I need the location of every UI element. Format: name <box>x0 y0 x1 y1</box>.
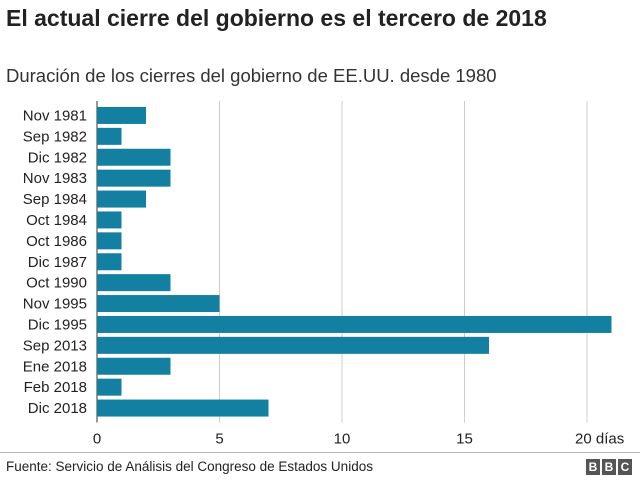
bar-chart: Nov 1981 Sep 1982 Dic 1982 Nov 1983 Sep 1984… <box>23 101 624 448</box>
x-tick-label: 0 <box>93 431 101 448</box>
chart-subtitle: Duración de los cierres del gobierno de … <box>6 65 497 86</box>
bbc-logo-letter: B <box>602 459 616 475</box>
x-tick-label: 5 <box>215 431 223 448</box>
chart-title: El actual cierre del gobierno es el terc… <box>6 5 547 31</box>
bbc-logo-letter: B <box>586 459 600 475</box>
x-tick-label: 20 días <box>575 431 624 448</box>
bar <box>97 315 612 333</box>
category-label: Oct 1984 <box>26 212 87 229</box>
bar <box>97 190 146 208</box>
bar <box>97 232 122 250</box>
category-label: Dic 2018 <box>28 400 87 417</box>
category-label: Dic 1982 <box>28 149 87 166</box>
category-label: Feb 2018 <box>24 379 87 396</box>
x-tick-label: 15 <box>456 431 473 448</box>
bar <box>97 106 146 124</box>
source-note: Fuente: Servicio de Análisis del Congres… <box>6 459 373 474</box>
category-label: Dic 1987 <box>28 254 87 271</box>
footer-divider <box>0 452 640 453</box>
bar <box>97 336 489 354</box>
bar <box>97 148 171 166</box>
category-label: Ene 2018 <box>23 358 87 375</box>
category-label: Sep 1982 <box>23 128 87 145</box>
category-label: Nov 1983 <box>23 170 87 187</box>
bar <box>97 127 122 145</box>
category-label: Nov 1995 <box>23 296 87 313</box>
bar <box>97 274 171 292</box>
bar <box>97 211 122 229</box>
bar <box>97 378 122 396</box>
bar <box>97 357 171 375</box>
category-labels: Nov 1981 Sep 1982 Dic 1982 Nov 1983 Sep 1984… <box>23 107 87 417</box>
x-tick-label: 10 <box>334 431 351 448</box>
category-label: Oct 1986 <box>26 233 87 250</box>
bbc-logo: B B C <box>586 459 632 475</box>
bbc-logo-letter: C <box>618 459 632 475</box>
category-label: Sep 1984 <box>23 191 87 208</box>
bar <box>97 295 220 313</box>
category-label: Nov 1981 <box>23 107 87 124</box>
bars <box>97 106 612 417</box>
category-label: Dic 1995 <box>28 316 87 333</box>
category-label: Oct 1990 <box>26 275 87 292</box>
bar <box>97 169 171 187</box>
x-tick-labels: 0 5 10 15 20 días <box>93 431 624 448</box>
bar <box>97 399 269 417</box>
bar <box>97 253 122 271</box>
category-label: Sep 2013 <box>23 337 87 354</box>
